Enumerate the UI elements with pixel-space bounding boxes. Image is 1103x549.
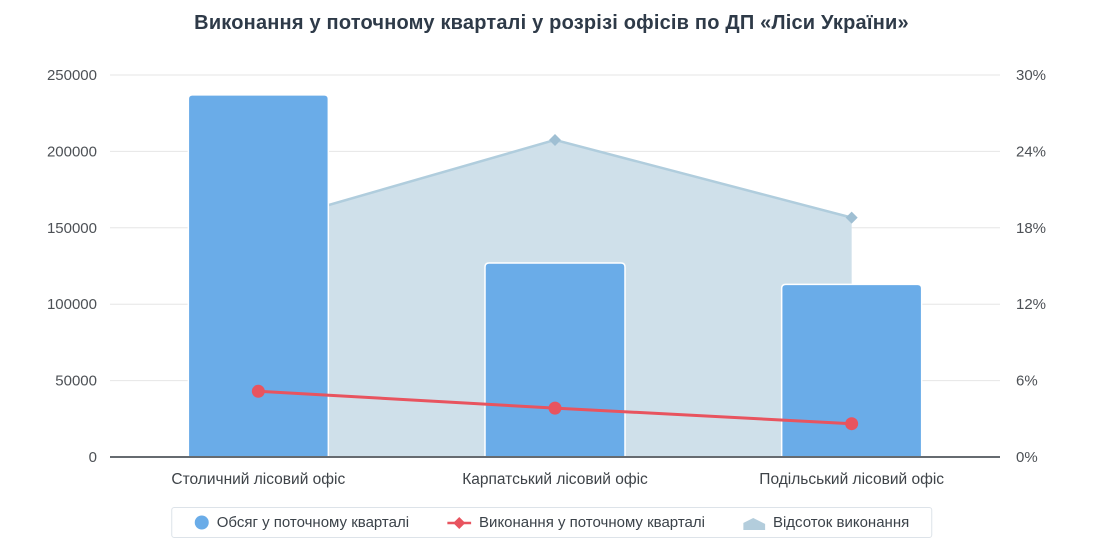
legend-label-percent: Відсоток виконання	[772, 514, 910, 531]
right-axis-tick-label: 12%	[1016, 296, 1046, 313]
bar-volume[interactable]	[187, 94, 330, 458]
line-point-marker[interactable]	[251, 384, 265, 398]
legend-label-execution: Виконання у поточному кварталі	[479, 514, 705, 531]
left-axis-tick-label: 50000	[55, 373, 97, 390]
legend-item-volume[interactable]: Обсяг у поточному кварталі	[194, 514, 409, 531]
bar-volume[interactable]	[484, 262, 626, 458]
bar-volume[interactable]	[780, 283, 923, 458]
left-axis-tick-label: 100000	[47, 296, 97, 313]
x-axis-category-label: Подільський лісовий офіс	[759, 471, 944, 488]
chart-canvas: 0 50000 100000 150000 200000 250000 0% 6% 12% 18%…	[47, 67, 1046, 488]
right-axis-tick-label: 18%	[1016, 220, 1046, 237]
legend-label-volume: Обсяг у поточному кварталі	[216, 514, 410, 531]
line-point-marker[interactable]	[845, 417, 859, 431]
line-diamond-marker-icon	[447, 516, 472, 529]
x-axis-category-label: Столичний лісовий офіс	[171, 471, 345, 488]
right-axis-tick-label: 30%	[1016, 67, 1046, 84]
legend-item-percent[interactable]: Відсоток виконання	[742, 514, 910, 531]
chart-legend: Обсяг у поточному кварталі Виконання у п…	[170, 507, 933, 538]
area-point-marker[interactable]	[549, 133, 561, 146]
line-point-marker[interactable]	[548, 401, 562, 415]
legend-item-execution[interactable]: Виконання у поточному кварталі	[447, 514, 705, 531]
right-axis-tick-label: 6%	[1016, 373, 1038, 390]
left-axis-tick-label: 0	[89, 449, 97, 466]
area-marker-icon	[742, 517, 765, 530]
left-axis-tick-label: 200000	[47, 143, 97, 160]
chart-title: Виконання у поточному кварталі у розрізі…	[194, 12, 909, 34]
left-axis-tick-label: 150000	[47, 220, 97, 237]
right-axis-tick-label: 0%	[1016, 449, 1038, 466]
left-axis-tick-label: 250000	[47, 67, 97, 84]
circle-marker-icon	[194, 515, 209, 530]
right-axis-tick-label: 24%	[1016, 143, 1046, 160]
area-point-marker[interactable]	[845, 211, 858, 224]
x-axis-category-label: Карпатський лісовий офіс	[462, 471, 648, 488]
